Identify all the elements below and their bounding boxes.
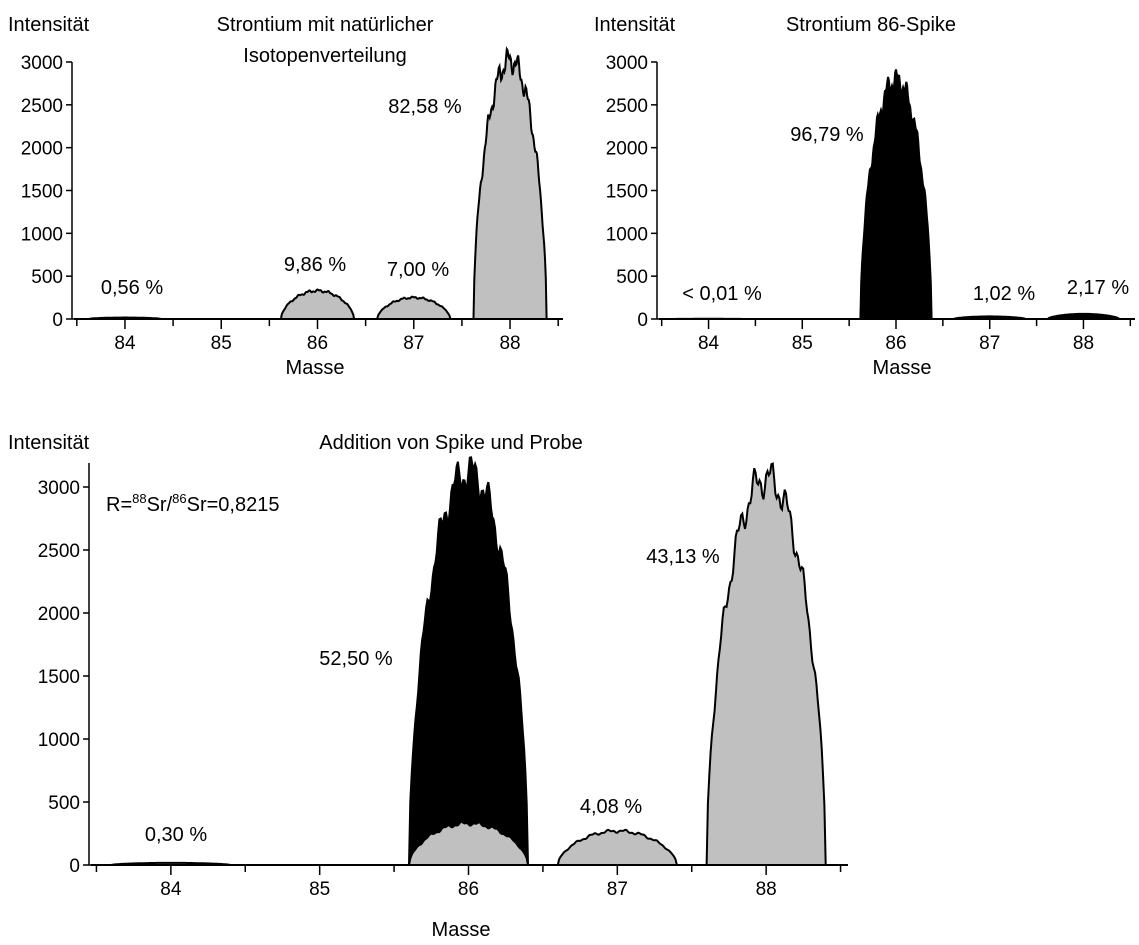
x-tick-label: 88 (499, 333, 520, 354)
abundance-label-84: < 0,01 % (682, 283, 762, 305)
y-tick-label: 1500 (21, 182, 63, 203)
peak-natural-86 (407, 820, 530, 866)
abundance-label-84: 0,30 % (145, 824, 207, 846)
y-tick-label: 2500 (606, 96, 648, 117)
y-tick-label: 3000 (38, 478, 80, 499)
peak-natural-88 (472, 46, 548, 320)
x-tick-label: 86 (885, 333, 906, 354)
x-tick-label: 85 (309, 879, 330, 900)
abundance-label-86: 96,79 % (790, 124, 864, 146)
y-tick-label: 1000 (606, 224, 648, 245)
x-tick-label: 85 (792, 333, 813, 354)
plot-area-mixture: 0 500 1000 1500 2000 2500 3000 84 85 86 87 88 0,30 %… (38, 456, 848, 900)
peak-natural-87 (556, 828, 679, 866)
x-tick-label: 85 (211, 333, 232, 354)
title-natural-line1: Strontium mit natürlicher (217, 14, 434, 36)
peak-spike-86 (859, 69, 933, 320)
peak-spike-88 (1045, 312, 1122, 320)
y-tick-label: 1000 (38, 730, 80, 751)
y-tick-label: 2000 (21, 139, 63, 160)
x-tick-label: 88 (1073, 333, 1094, 354)
peak-natural-87 (375, 295, 452, 320)
y-tick-label: 0 (637, 310, 648, 331)
y-tick-label: 500 (48, 793, 80, 814)
x-tick-label: 87 (607, 879, 628, 900)
y-tick-label: 1000 (21, 224, 63, 245)
y-tick-label: 1500 (606, 182, 648, 203)
x-tick-label: 84 (114, 333, 136, 354)
abundance-label-84: 0,56 % (101, 277, 163, 299)
ratio-suffix: Sr=0,8215 (187, 494, 280, 516)
y-tick-label: 0 (69, 856, 80, 877)
xlabel-natural: Masse (286, 357, 345, 379)
ylabel-natural: Intensität (8, 14, 90, 36)
y-tick-label: 2000 (606, 139, 648, 160)
y-tick-label: 3000 (21, 53, 63, 74)
abundance-label-87: 4,08 % (580, 796, 642, 818)
y-tick-label: 0 (52, 310, 63, 331)
ratio-prefix: R= (106, 494, 132, 516)
ratio-annotation: R=88Sr/86Sr=0,8215 (106, 491, 279, 516)
abundance-label-86: 9,86 % (284, 254, 346, 276)
x-tick-label: 88 (756, 879, 777, 900)
plot-area-natural: 0 500 1000 1500 2000 2500 3000 84 85 86 87 88 0,56 %… (21, 46, 563, 354)
y-tick-label: 1500 (38, 667, 80, 688)
xlabel-mixture: Masse (432, 919, 491, 941)
panel-mixture: Intensität Addition von Spike und Probe … (8, 432, 848, 941)
y-tick-label: 2500 (21, 96, 63, 117)
ratio-sup-88: 88 (132, 491, 146, 506)
ratio-mid: Sr/ (147, 494, 173, 516)
x-tick-label: 86 (458, 879, 479, 900)
y-tick-label: 500 (31, 267, 63, 288)
y-tick-label: 2500 (38, 541, 80, 562)
abundance-label-88: 43,13 % (646, 546, 720, 568)
abundance-label-86: 52,50 % (319, 648, 393, 670)
peak-spike-86 (407, 456, 530, 866)
peak-natural-88 (705, 462, 827, 866)
x-tick-label: 84 (160, 879, 182, 900)
x-tick-label: 86 (307, 333, 328, 354)
abundance-label-87: 7,00 % (387, 259, 449, 281)
ylabel-spike: Intensität (594, 14, 676, 36)
title-mixture: Addition von Spike und Probe (319, 432, 583, 454)
abundance-label-88: 82,58 % (388, 96, 462, 118)
y-tick-label: 500 (616, 267, 648, 288)
panel-natural: Intensität Strontium mit natürlicher Iso… (8, 14, 563, 379)
title-spike: Strontium 86-Spike (786, 14, 956, 36)
abundance-label-87: 1,02 % (973, 283, 1035, 305)
abundance-label-88: 2,17 % (1067, 277, 1129, 299)
peak-natural-86 (279, 288, 356, 320)
ratio-sup-86: 86 (172, 491, 186, 506)
y-tick-label: 3000 (606, 53, 648, 74)
title-natural-line2: Isotopenverteilung (243, 45, 406, 67)
ylabel-mixture: Intensität (8, 432, 90, 454)
x-tick-label: 87 (979, 333, 1000, 354)
x-tick-label: 84 (698, 333, 720, 354)
x-tick-label: 87 (403, 333, 424, 354)
panel-spike: Intensität Strontium 86-Spike 0 500 1000 15… (594, 14, 1135, 379)
plot-area-spike: 0 500 1000 1500 2000 2500 3000 84 85 86 87 88 < 0,01… (606, 53, 1135, 354)
xlabel-spike: Masse (873, 357, 932, 379)
y-tick-label: 2000 (38, 604, 80, 625)
